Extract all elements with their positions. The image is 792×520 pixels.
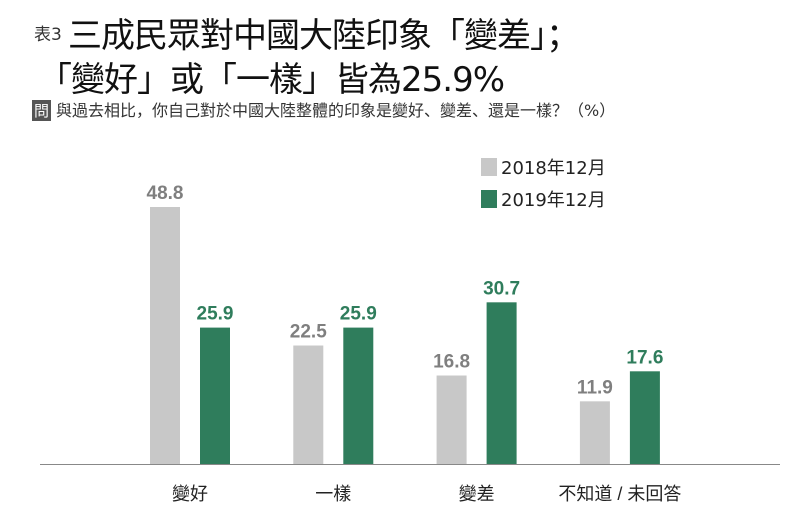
bar-0-2 [436,375,467,464]
bar-1-1 [343,327,374,464]
legend-item-2018: 2018年12月 [481,154,606,180]
question: 問與過去相比，你自己對於中國大陸整體的印象是變好、變差、還是一樣？（%） [32,97,615,121]
question-label: 問 [32,100,52,121]
data-label: 48.8 [147,183,184,204]
data-label: 25.9 [197,304,234,325]
data-label: 25.9 [340,304,377,325]
x-tick-label: 不知道 / 未回答 [558,484,681,504]
data-label: 30.7 [483,278,520,299]
question-text: 與過去相比，你自己對於中國大陸整體的印象是變好、變差、還是一樣？（%） [56,101,616,120]
data-label: 17.6 [626,347,663,368]
x-tick-label: 變差 [459,484,495,504]
x-tick-label: 變好 [172,484,208,504]
bar-1-2 [486,302,517,464]
data-label: 16.8 [433,352,470,373]
legend-swatch [481,190,497,208]
legend-swatch [481,158,497,176]
data-label: 11.9 [577,377,613,398]
bar-0-0 [150,207,180,464]
table-number: 表3 [34,25,62,45]
data-label: 22.5 [290,322,327,343]
chart-title-line1: 三成民眾對中國大陸印象「變差」； [68,16,580,56]
legend-label: 2019年12月 [501,190,606,211]
chart-title-line2: 「變好」或「一樣」皆為25.9% [38,60,505,100]
x-tick-label: 一樣 [315,484,351,504]
legend-label: 2018年12月 [501,158,606,179]
bar-0-3 [579,401,610,464]
legend-item-2019: 2019年12月 [481,186,606,212]
bar-1-0 [200,327,230,464]
bar-0-1 [293,345,324,464]
bar-1-3 [629,371,660,464]
